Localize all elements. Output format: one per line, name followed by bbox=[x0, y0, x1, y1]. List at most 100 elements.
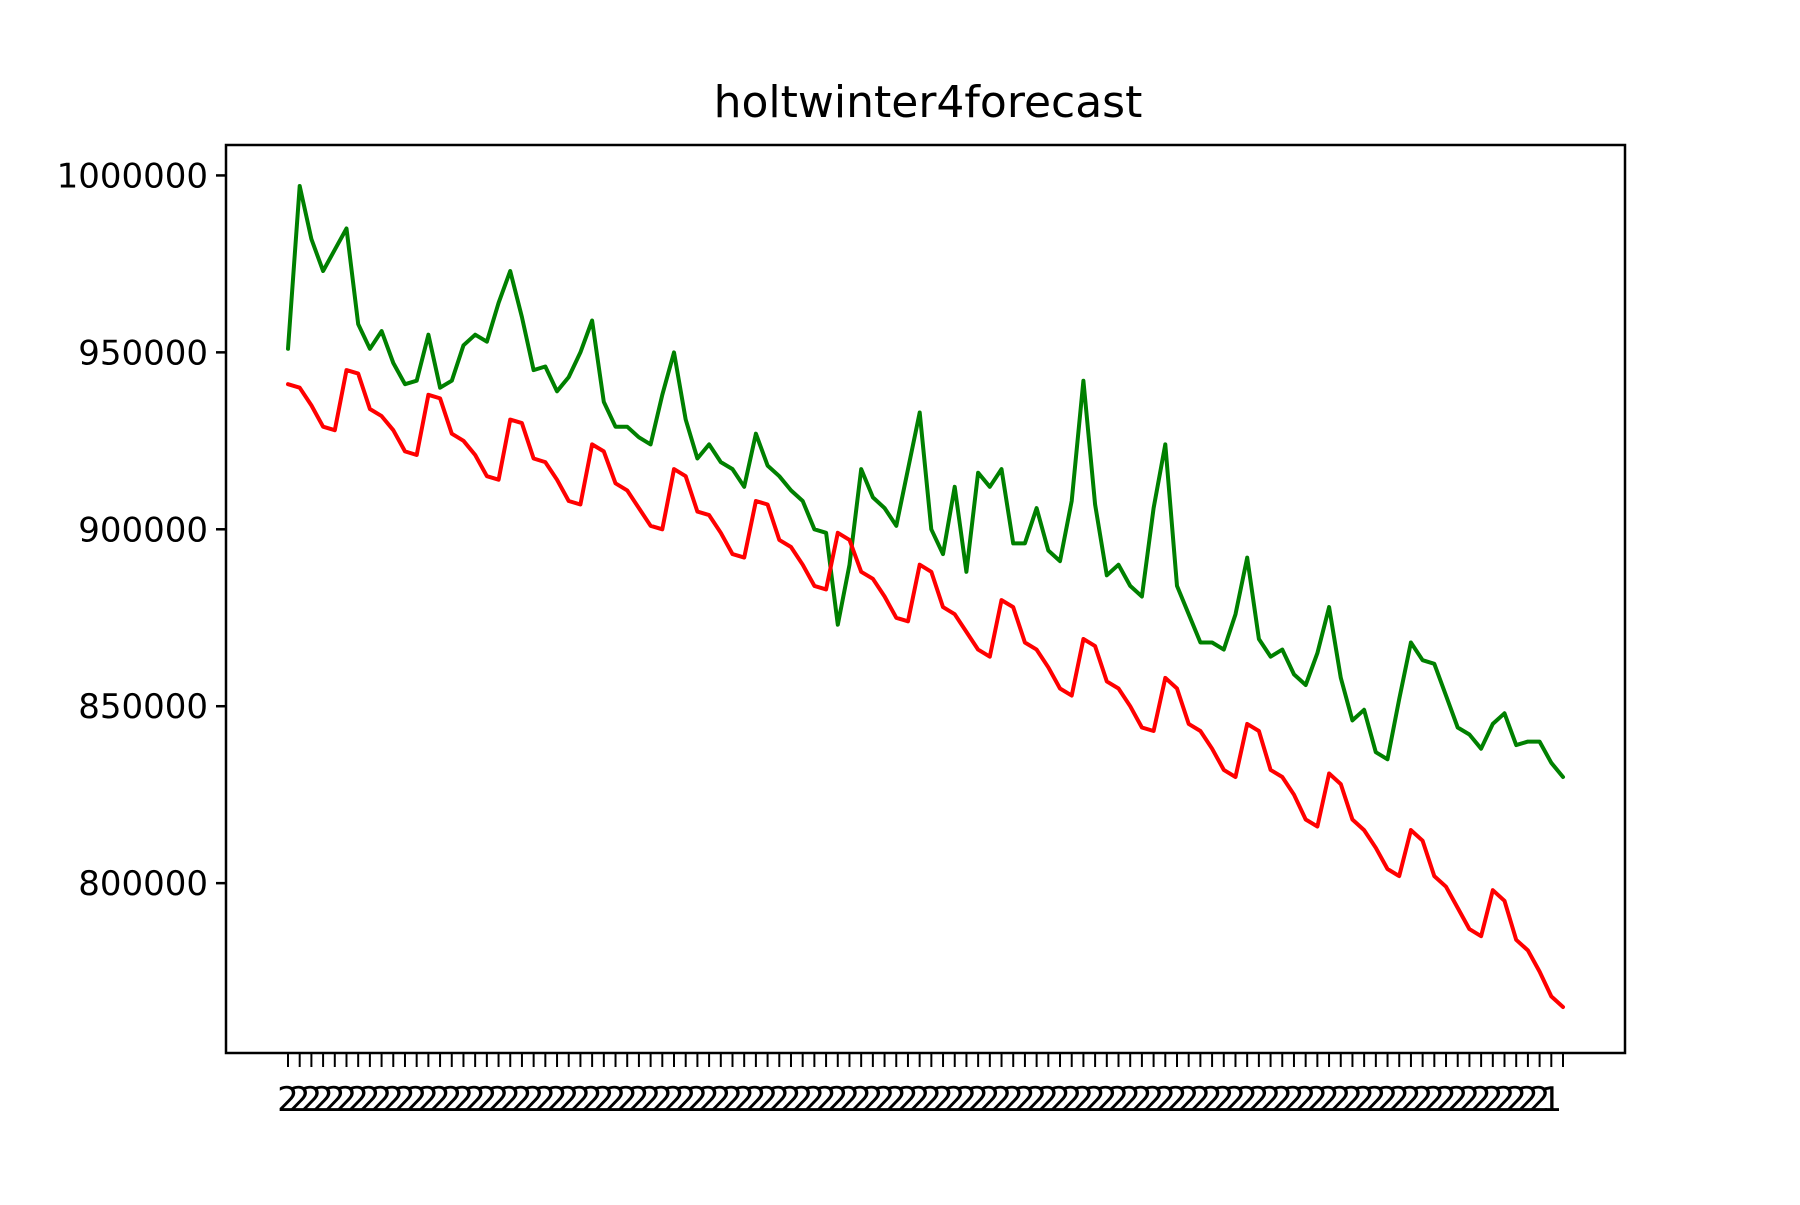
x-tick-label: 2 bbox=[1038, 1080, 1060, 1120]
x-tick-label: 2 bbox=[991, 1080, 1013, 1120]
x-tick-label: 2 bbox=[581, 1080, 603, 1120]
x-tick-label: 2 bbox=[722, 1080, 744, 1120]
x-tick-label: 2 bbox=[324, 1080, 346, 1120]
x-tick-label: 2 bbox=[289, 1080, 311, 1120]
x-tick-label: 2 bbox=[757, 1080, 779, 1120]
x-tick-label: 2 bbox=[453, 1080, 475, 1120]
x-tick-label: 2 bbox=[745, 1080, 767, 1120]
x-tick-label: 2 bbox=[1213, 1080, 1235, 1120]
x-tick-label: 2 bbox=[1108, 1080, 1130, 1120]
x-tick-label: 2 bbox=[687, 1080, 709, 1120]
x-tick-label: 2 bbox=[1154, 1080, 1176, 1120]
x-tick-label: 2 bbox=[698, 1080, 720, 1120]
x-tick-label: 2 bbox=[850, 1080, 872, 1120]
x-tick-label: 2 bbox=[535, 1080, 557, 1120]
x-tick-label: 2 bbox=[839, 1080, 861, 1120]
x-tick-label: 2 bbox=[1482, 1080, 1504, 1120]
x-tick-label: 2 bbox=[1342, 1080, 1364, 1120]
x-tick-label: 2 bbox=[546, 1080, 568, 1120]
x-tick-label: 2 bbox=[1529, 1080, 1551, 1120]
x-tick-label: 2 bbox=[406, 1080, 428, 1120]
x-tick-label: 2 bbox=[1190, 1080, 1212, 1120]
x-tick-label: 2 bbox=[476, 1080, 498, 1120]
x-tick-label: 2 bbox=[1143, 1080, 1165, 1120]
x-tick-label: 2 bbox=[1178, 1080, 1200, 1120]
x-tick-label: 2 bbox=[593, 1080, 615, 1120]
x-tick-label: 2 bbox=[336, 1080, 358, 1120]
x-tick-label: 2 bbox=[1119, 1080, 1141, 1120]
x-tick-label: 2 bbox=[862, 1080, 884, 1120]
x-tick-label: 2 bbox=[394, 1080, 416, 1120]
x-tick-label: 2 bbox=[382, 1080, 404, 1120]
x-tick-label: 2 bbox=[1400, 1080, 1422, 1120]
x-tick-label: 2 bbox=[1377, 1080, 1399, 1120]
x-tick-label: 2 bbox=[1283, 1080, 1305, 1120]
x-tick-label: 2 bbox=[570, 1080, 592, 1120]
x-tick-label: 2 bbox=[710, 1080, 732, 1120]
x-tick-label: 2 bbox=[1517, 1080, 1539, 1120]
x-tick-label: 2 bbox=[815, 1080, 837, 1120]
x-tick-label: 2 bbox=[1073, 1080, 1095, 1120]
x-tick-label: 2 bbox=[792, 1080, 814, 1120]
y-tick-label: 850000 bbox=[78, 687, 208, 727]
x-tick-label: 2 bbox=[1447, 1080, 1469, 1120]
y-tick-label: 900000 bbox=[78, 510, 208, 550]
x-tick-label: 2 bbox=[1026, 1080, 1048, 1120]
x-tick-label: 2 bbox=[1505, 1080, 1527, 1120]
x-tick-label: 2 bbox=[1412, 1080, 1434, 1120]
x-tick-label: 2 bbox=[1248, 1080, 1270, 1120]
x-tick-label: 2 bbox=[874, 1080, 896, 1120]
x-tick-label: 2 bbox=[979, 1080, 1001, 1120]
x-tick-label: 2 bbox=[1388, 1080, 1410, 1120]
x-tick-label: 2 bbox=[1295, 1080, 1317, 1120]
x-tick-label: 2 bbox=[827, 1080, 849, 1120]
x-tick-label: 2 bbox=[277, 1080, 299, 1120]
x-tick-label: 2 bbox=[921, 1080, 943, 1120]
x-tick-label: 2 bbox=[511, 1080, 533, 1120]
plot-series bbox=[286, 184, 1565, 1009]
x-axis: 2222222222222222222222222222222222222222… bbox=[277, 1053, 1564, 1120]
x-tick-label: 2 bbox=[909, 1080, 931, 1120]
x-tick-label: 2 bbox=[1225, 1080, 1247, 1120]
y-tick-label: 1000000 bbox=[57, 156, 208, 196]
x-tick-label: 2 bbox=[418, 1080, 440, 1120]
x-tick-label: 2 bbox=[1365, 1080, 1387, 1120]
x-tick-label: 2 bbox=[932, 1080, 954, 1120]
x-tick-label: 2 bbox=[944, 1080, 966, 1120]
x-tick-label: 2 bbox=[651, 1080, 673, 1120]
x-tick-label: 2 bbox=[429, 1080, 451, 1120]
series-line-2 bbox=[286, 368, 1565, 1009]
x-tick-label: 2 bbox=[301, 1080, 323, 1120]
plot-area-frame bbox=[224, 143, 1627, 1055]
x-tick-label: 2 bbox=[885, 1080, 907, 1120]
x-tick-label: 2 bbox=[1096, 1080, 1118, 1120]
y-tick-label: 950000 bbox=[78, 333, 208, 373]
x-tick-label: 2 bbox=[616, 1080, 638, 1120]
x-tick-label: 2 bbox=[1014, 1080, 1036, 1120]
x-tick-label: 2 bbox=[897, 1080, 919, 1120]
x-tick-label: 2 bbox=[1353, 1080, 1375, 1120]
series-line-1 bbox=[286, 184, 1565, 779]
x-tick-label: 2 bbox=[675, 1080, 697, 1120]
x-tick-label: 2 bbox=[488, 1080, 510, 1120]
x-tick-label: 2 bbox=[523, 1080, 545, 1120]
x-tick-label: 2 bbox=[1061, 1080, 1083, 1120]
x-tick-label: 1 bbox=[1540, 1080, 1562, 1120]
chart-title: holtwinter4forecast bbox=[714, 77, 1143, 128]
x-tick-label: 2 bbox=[441, 1080, 463, 1120]
x-tick-label: 2 bbox=[780, 1080, 802, 1120]
x-tick-label: 2 bbox=[1049, 1080, 1071, 1120]
x-tick-label: 2 bbox=[1131, 1080, 1153, 1120]
x-tick-label: 2 bbox=[1424, 1080, 1446, 1120]
x-tick-label: 2 bbox=[1084, 1080, 1106, 1120]
x-tick-label: 2 bbox=[499, 1080, 521, 1120]
x-tick-label: 2 bbox=[1260, 1080, 1282, 1120]
x-tick-label: 2 bbox=[1318, 1080, 1340, 1120]
x-tick-label: 2 bbox=[1330, 1080, 1352, 1120]
x-tick-label: 2 bbox=[464, 1080, 486, 1120]
x-tick-label: 2 bbox=[1494, 1080, 1516, 1120]
x-tick-label: 2 bbox=[956, 1080, 978, 1120]
x-tick-label: 2 bbox=[1459, 1080, 1481, 1120]
x-tick-label: 2 bbox=[312, 1080, 334, 1120]
